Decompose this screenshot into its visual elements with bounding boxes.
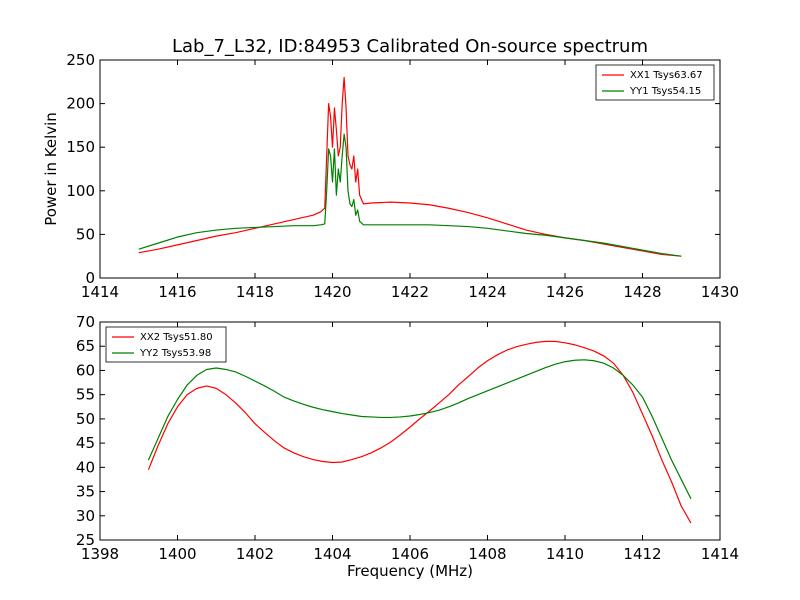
bottom-xtick-label: 1406 bbox=[391, 545, 429, 563]
top-xtick-label: 1418 bbox=[236, 283, 274, 301]
bottom-xtick-label: 1404 bbox=[313, 545, 351, 563]
bottom-xtick-label: 1402 bbox=[236, 545, 274, 563]
top-series-line-1 bbox=[138, 76, 682, 257]
top-ytick-label: 100 bbox=[66, 182, 95, 200]
top-xtick-label: 1426 bbox=[546, 283, 584, 301]
bottom-ytick-label: 50 bbox=[76, 410, 95, 428]
top-xtick-label: 1428 bbox=[623, 283, 661, 301]
bottom-legend-box bbox=[105, 326, 227, 363]
bottom-chart-xlabel: Frequency (MHz) bbox=[347, 562, 473, 580]
bottom-series-line-2 bbox=[147, 359, 692, 500]
top-chart-title: Lab_7_L32, ID:84953 Calibrated On-source… bbox=[172, 36, 648, 57]
bottom-ytick-label: 55 bbox=[76, 386, 95, 404]
bottom-plot-frame bbox=[99, 321, 721, 541]
top-ytick-label: 0 bbox=[85, 269, 95, 287]
top-legend-label-xx1: XX1 Tsys63.67 bbox=[630, 70, 703, 81]
top-ytick-label: 250 bbox=[66, 51, 95, 69]
top-xtick-label: 1424 bbox=[468, 283, 506, 301]
bottom-xtick-label: 1398 bbox=[81, 545, 119, 563]
top-xtick-label: 1420 bbox=[313, 283, 351, 301]
bottom-legend: XX2 Tsys51.80 YY2 Tsys53.98 bbox=[105, 326, 227, 363]
bottom-ytick-label: 40 bbox=[76, 458, 95, 476]
bottom-ytick-label: 30 bbox=[76, 507, 95, 525]
top-chart-ylabel: Power in Kelvin bbox=[42, 112, 60, 226]
bottom-xtick-label: 1408 bbox=[468, 545, 506, 563]
top-plot-frame bbox=[99, 59, 721, 279]
bottom-ytick-label: 45 bbox=[76, 434, 95, 452]
bottom-xtick-label: 1412 bbox=[623, 545, 661, 563]
bottom-series-line-1 bbox=[147, 340, 692, 524]
bottom-ytick-label: 25 bbox=[76, 531, 95, 549]
top-legend-label-yy1: YY1 Tsys54.15 bbox=[629, 86, 701, 97]
top-plot-area: 1414 1416 1418 1420 1422 1424 1426 1428 1430 0 50 1… bbox=[66, 51, 739, 301]
bottom-xtick-label: 1400 bbox=[158, 545, 196, 563]
top-xtick-label: 1422 bbox=[391, 283, 429, 301]
bottom-chart: 1398 1400 1402 1404 1406 1408 1410 1412 1414 25 30… bbox=[76, 313, 739, 580]
top-legend-box bbox=[595, 64, 715, 101]
top-chart: Lab_7_L32, ID:84953 Calibrated On-source… bbox=[42, 36, 739, 301]
bottom-xtick-label: 1410 bbox=[546, 545, 584, 563]
bottom-ytick-label: 65 bbox=[76, 337, 95, 355]
top-xtick-label: 1414 bbox=[81, 283, 119, 301]
bottom-ytick-label: 60 bbox=[76, 361, 95, 379]
top-legend: XX1 Tsys63.67 YY1 Tsys54.15 bbox=[595, 64, 715, 101]
bottom-xtick-label: 1414 bbox=[701, 545, 739, 563]
bottom-ytick-label: 35 bbox=[76, 483, 95, 501]
top-series-line-2 bbox=[138, 133, 682, 257]
top-xtick-label: 1416 bbox=[158, 283, 196, 301]
bottom-legend-label-yy2: YY2 Tsys53.98 bbox=[139, 348, 211, 359]
top-ytick-label: 50 bbox=[76, 225, 95, 243]
bottom-legend-label-xx2: XX2 Tsys51.80 bbox=[140, 332, 213, 343]
top-ytick-label: 150 bbox=[66, 138, 95, 156]
bottom-ytick-label: 70 bbox=[76, 313, 95, 331]
top-xtick-label: 1430 bbox=[701, 283, 739, 301]
top-ytick-label: 200 bbox=[66, 95, 95, 113]
